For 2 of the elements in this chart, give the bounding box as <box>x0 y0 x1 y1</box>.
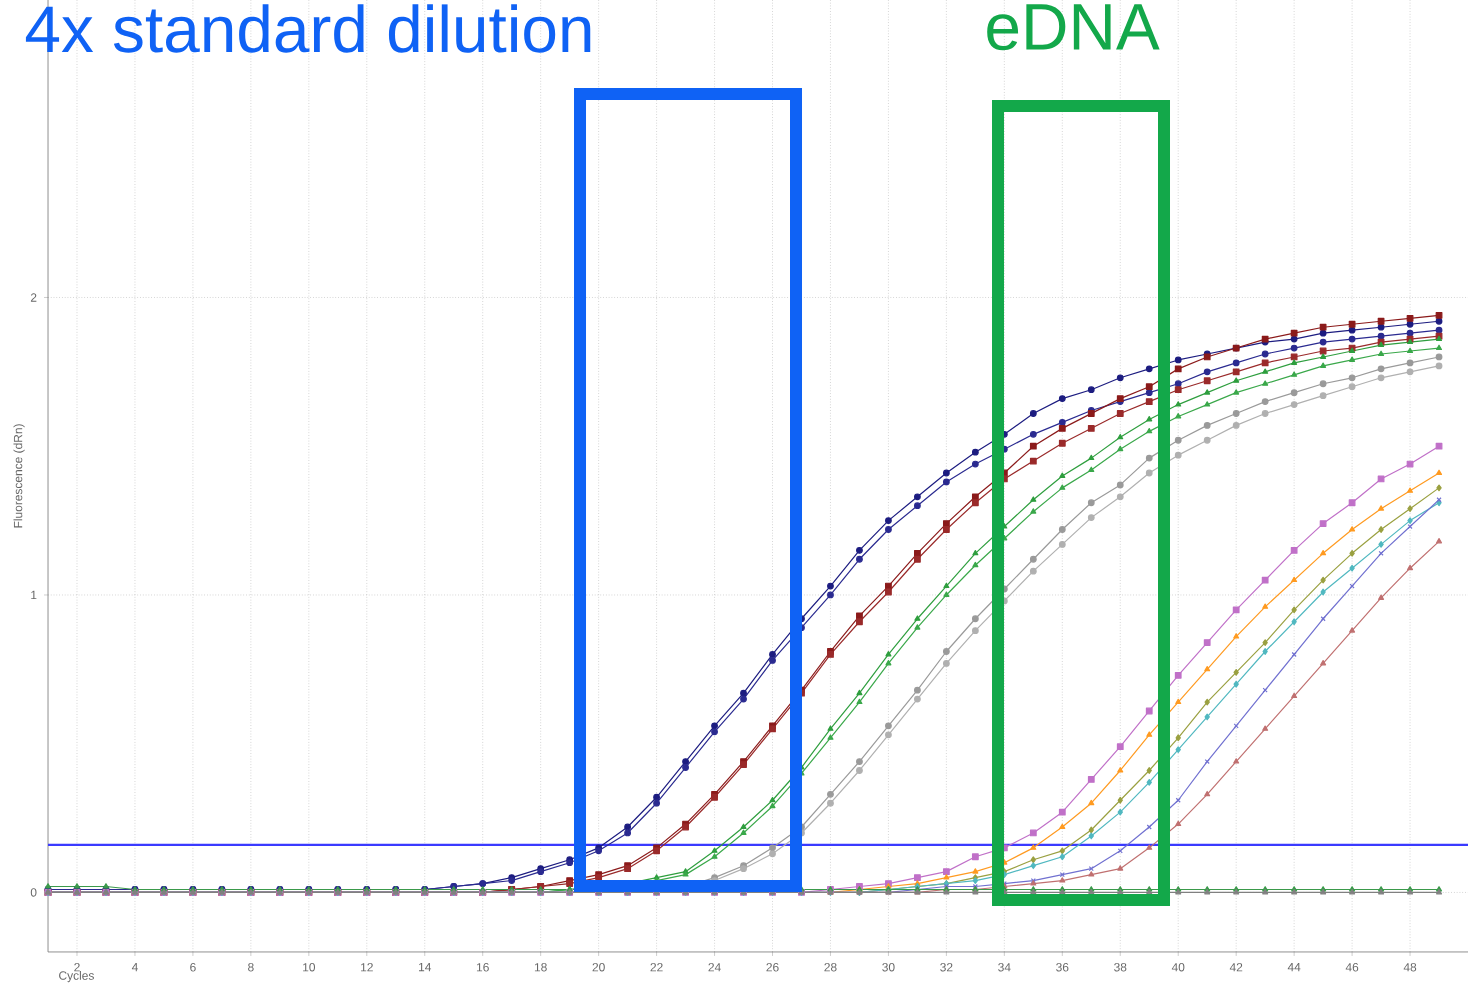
annotation: eDNA <box>987 4 1160 51</box>
annotation: 4x standard dilution <box>25 4 591 53</box>
